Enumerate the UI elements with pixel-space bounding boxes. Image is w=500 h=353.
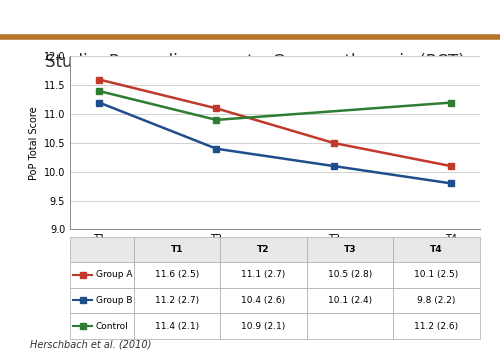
Bar [134,237,220,262]
Text: 10.4 (2.6): 10.4 (2.6) [242,296,286,305]
Bar [306,262,393,288]
Y-axis label: PoP Total Score: PoP Total Score [30,106,40,180]
Bar [134,288,220,313]
Bar [393,237,480,262]
Bar [393,288,480,313]
Text: T2: T2 [257,245,270,254]
Bar [134,262,220,288]
Bar [70,237,134,262]
Text: Group A: Group A [96,270,132,279]
Text: Klinik für Psychosomatische Medizin und Psychotherapie: Klinik für Psychosomatische Medizin und … [42,13,198,18]
Text: 10.9 (2.1): 10.9 (2.1) [241,322,286,330]
Text: T3: T3 [344,245,356,254]
Bar [70,313,134,339]
Bar [306,313,393,339]
Text: 11.2 (2.6): 11.2 (2.6) [414,322,459,330]
Text: 10.1 (2.5): 10.1 (2.5) [414,270,459,279]
Text: 10.5 (2.8): 10.5 (2.8) [328,270,372,279]
Bar [220,262,306,288]
Text: 10.1 (2.4): 10.1 (2.4) [328,296,372,305]
Text: Herschbach et al. (2010): Herschbach et al. (2010) [30,340,152,349]
Text: TUM: TUM [468,11,493,20]
Text: 11.2 (2.7): 11.2 (2.7) [154,296,199,305]
Text: Group B: Group B [96,296,132,305]
Bar [134,313,220,339]
Bar [220,288,306,313]
Text: 9.8 (2.2): 9.8 (2.2) [417,296,456,305]
Bar [220,313,306,339]
Bar [393,313,480,339]
Text: Studie: Progredienzangst – Gruppentherapie (RCT): Studie: Progredienzangst – Gruppentherap… [45,53,465,71]
Text: T4: T4 [430,245,442,254]
Bar [393,262,480,288]
Text: T1: T1 [170,245,183,254]
Text: MRI: MRI [18,11,37,20]
Bar [70,262,134,288]
Bar [306,288,393,313]
Bar [70,288,134,313]
Text: 11.1 (2.7): 11.1 (2.7) [241,270,286,279]
Text: 11.6 (2.5): 11.6 (2.5) [154,270,199,279]
Text: 11.4 (2.1): 11.4 (2.1) [154,322,199,330]
Bar [306,237,393,262]
Bar [220,237,306,262]
Text: Control: Control [96,322,128,330]
